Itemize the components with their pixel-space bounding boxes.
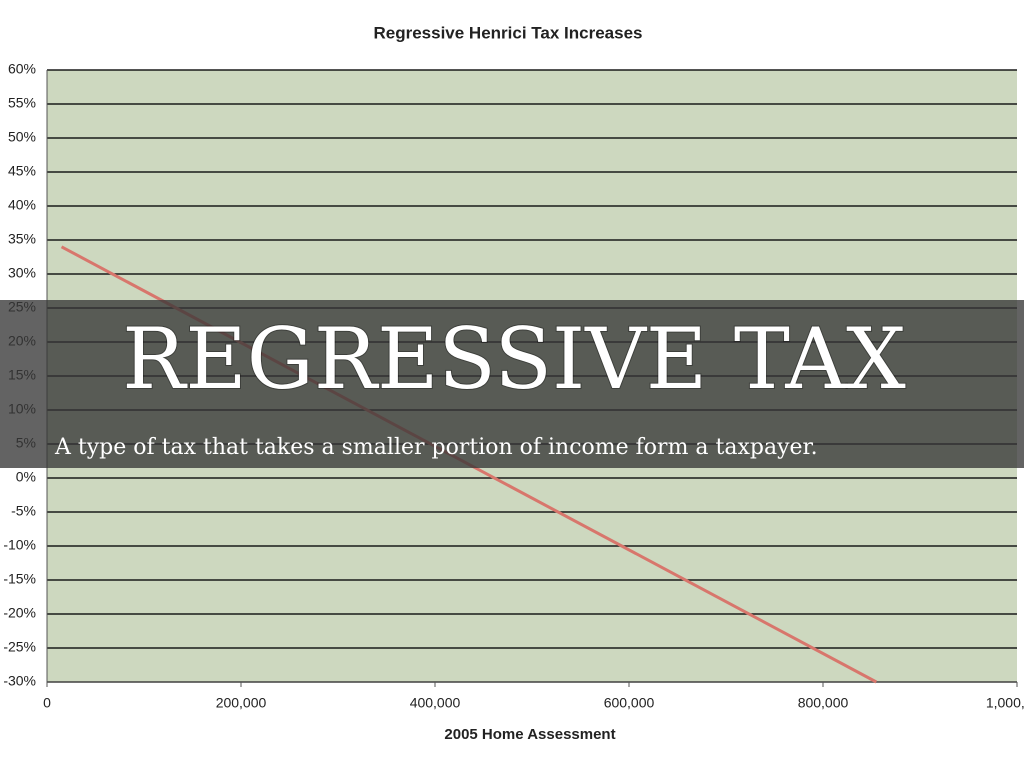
y-tick-label: 40%: [8, 197, 36, 213]
y-tick-label: -5%: [11, 503, 36, 519]
x-axis-title: 2005 Home Assessment: [444, 726, 615, 743]
x-tick-label: 400,000: [410, 695, 461, 711]
overlay-title: REGRESSIVE TAX: [122, 310, 906, 408]
x-tick-label: 1,000,000: [986, 695, 1024, 711]
x-tick-label: 600,000: [604, 695, 655, 711]
y-tick-label: 0%: [16, 469, 36, 485]
y-tick-label: -25%: [3, 639, 36, 655]
y-tick-label: 60%: [8, 61, 36, 77]
x-tick-label: 200,000: [216, 695, 267, 711]
y-tick-label: 45%: [8, 163, 36, 179]
y-tick-label: 35%: [8, 231, 36, 247]
y-tick-label: 30%: [8, 265, 36, 281]
y-tick-label: -10%: [3, 537, 36, 553]
y-tick-label: -15%: [3, 571, 36, 587]
chart-title: Regressive Henrici Tax Increases: [373, 23, 642, 42]
y-tick-label: -20%: [3, 605, 36, 621]
x-tick-label: 0: [43, 695, 51, 711]
y-tick-label: -30%: [3, 673, 36, 689]
overlay-band: [0, 300, 1024, 468]
y-tick-label: 55%: [8, 95, 36, 111]
overlay-subtitle: A type of tax that takes a smaller porti…: [54, 435, 818, 460]
y-tick-label: 50%: [8, 129, 36, 145]
x-tick-label: 800,000: [798, 695, 849, 711]
